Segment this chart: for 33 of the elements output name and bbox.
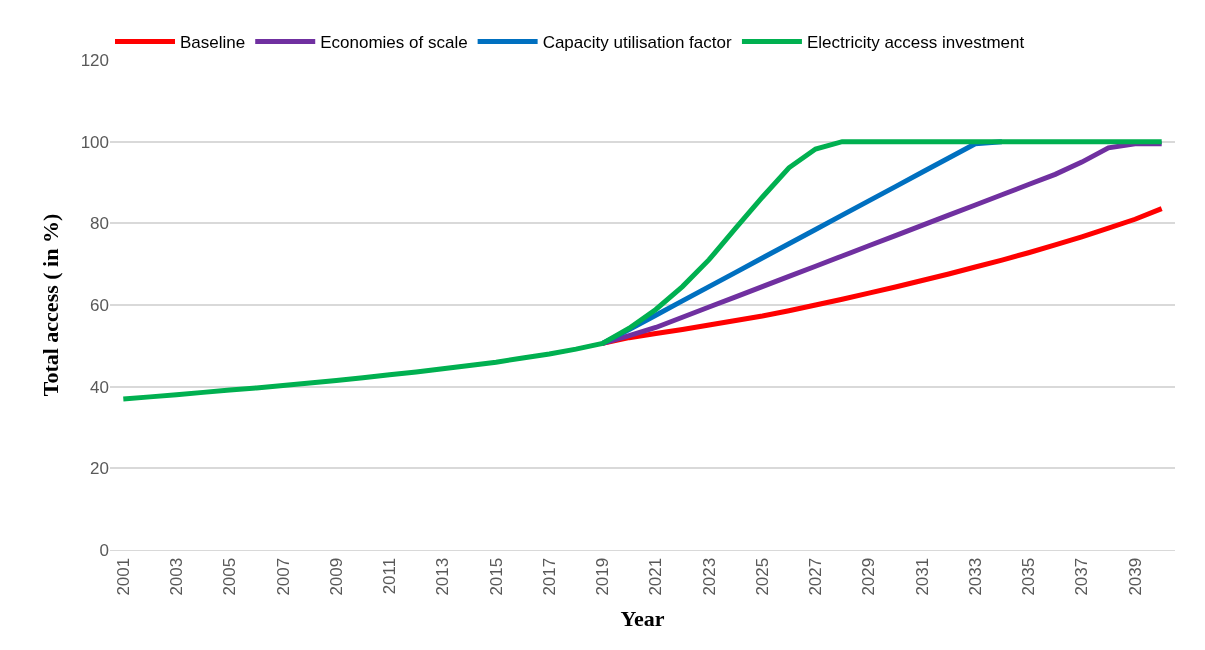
x-tick-label: 2027 [806,557,826,596]
x-axis-title: Year [620,605,665,631]
y-tick-label: 0 [99,540,109,560]
legend-label: Capacity utilisation factor [542,33,732,53]
x-tick-label: 2007 [273,557,293,596]
x-tick-label: 2029 [859,557,879,596]
x-tick-label: 2031 [912,557,932,596]
y-tick-label: 40 [90,377,109,397]
x-tick-label: 2017 [539,557,559,596]
legend-label: Economies of scale [320,33,468,53]
x-tick-label: 2035 [1019,557,1039,596]
x-tick-label: 2013 [433,557,453,596]
x-tick-label: 2023 [699,557,719,596]
y-tick-label: 80 [90,214,109,234]
y-tick-label: 20 [90,459,109,479]
y-tick-label: 60 [90,295,109,315]
legend-label: Baseline [180,33,246,53]
y-tick-label: 100 [80,132,109,152]
x-tick-label: 2033 [965,557,985,596]
y-tick-label: 120 [80,50,109,70]
x-tick-label: 2025 [752,557,772,596]
x-tick-label: 2005 [220,557,240,596]
x-tick-label: 2003 [167,557,187,596]
x-tick-label: 2037 [1072,557,1092,596]
x-tick-label: 2015 [486,557,506,596]
x-tick-label: 2019 [593,557,613,596]
y-axis-title: Total access ( in %) [38,213,64,397]
x-tick-label: 2009 [326,557,346,596]
x-tick-label: 2039 [1125,557,1145,596]
x-tick-label: 2021 [646,557,666,596]
legend-label: Electricity access investment [806,33,1025,53]
x-tick-label: 2011 [380,557,400,595]
x-tick-label: 2001 [113,557,133,596]
